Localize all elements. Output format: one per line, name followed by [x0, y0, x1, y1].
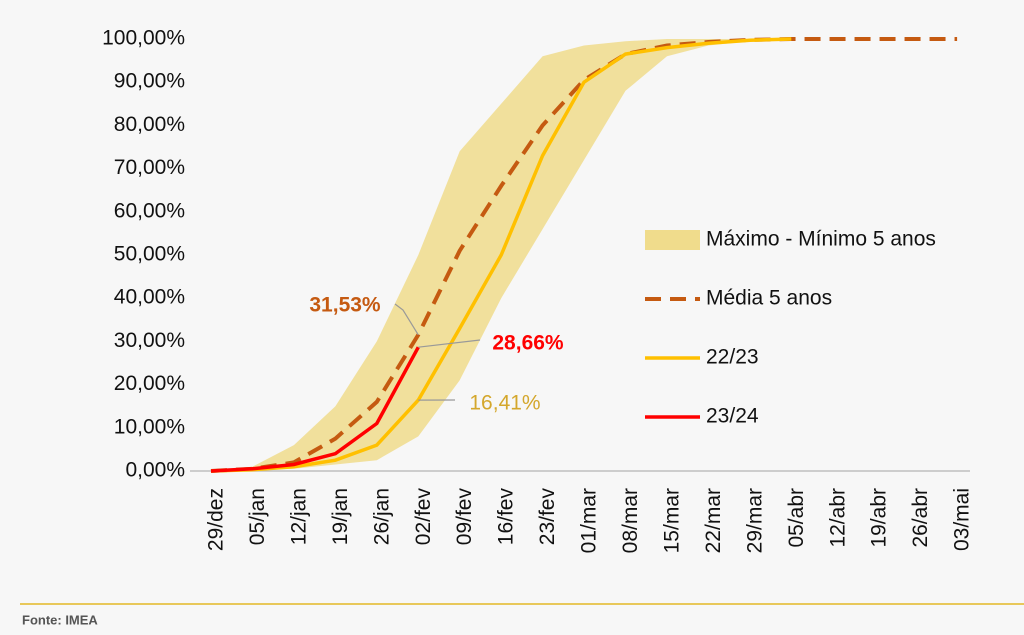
data-label: 31,53% — [309, 294, 381, 317]
x-tick-label: 02/fev — [412, 488, 435, 546]
data-label: 16,41% — [469, 392, 540, 415]
y-tick-label: 100,00% — [102, 27, 185, 50]
y-tick-label: 70,00% — [114, 156, 185, 179]
data-label: 28,66% — [492, 332, 564, 355]
x-tick-label: 26/abr — [909, 488, 932, 548]
x-tick-label: 08/mar — [619, 488, 642, 553]
y-tick-label: 90,00% — [114, 70, 185, 93]
legend-label: 22/23 — [706, 346, 759, 369]
y-tick-label: 20,00% — [114, 372, 185, 395]
legend-swatch — [645, 230, 700, 250]
x-tick-label: 03/mai — [951, 488, 974, 551]
legend-label: 23/24 — [706, 405, 759, 428]
series-line — [210, 37, 792, 473]
y-tick-label: 60,00% — [114, 199, 185, 222]
x-tick-label: 23/fev — [536, 488, 559, 546]
legend-label: Média 5 anos — [706, 287, 832, 310]
source: Fonte: IMEA — [22, 612, 98, 627]
x-tick-label: 15/mar — [660, 488, 683, 553]
x-tick-label: 16/fev — [495, 488, 518, 546]
y-tick-label: 80,00% — [114, 113, 185, 136]
x-tick-label: 19/jan — [329, 488, 352, 545]
x-tick-label: 26/jan — [370, 488, 393, 545]
label-leader — [394, 303, 419, 336]
x-tick-label: 09/fev — [453, 488, 476, 546]
x-tick-label: 19/abr — [868, 488, 891, 548]
x-tick-label: 05/abr — [785, 488, 808, 548]
y-tick-label: 40,00% — [114, 286, 185, 309]
label-leader — [418, 339, 481, 348]
x-tick-label: 01/mar — [578, 488, 601, 553]
y-tick-label: 10,00% — [114, 415, 185, 438]
series-line — [210, 346, 420, 473]
y-tick-label: 50,00% — [114, 243, 185, 266]
legend-label: Máximo - Mínimo 5 anos — [706, 228, 936, 251]
y-tick-label: 0,00% — [125, 459, 185, 482]
x-tick-label: 12/jan — [287, 488, 310, 545]
y-tick-label: 30,00% — [114, 329, 185, 352]
x-tick-label: 29/dez — [205, 488, 228, 551]
x-tick-label: 05/jan — [246, 488, 269, 545]
x-tick-label: 29/mar — [743, 488, 766, 553]
series-line — [210, 37, 958, 473]
x-tick-label: 12/abr — [826, 488, 849, 548]
x-tick-label: 22/mar — [702, 488, 725, 553]
